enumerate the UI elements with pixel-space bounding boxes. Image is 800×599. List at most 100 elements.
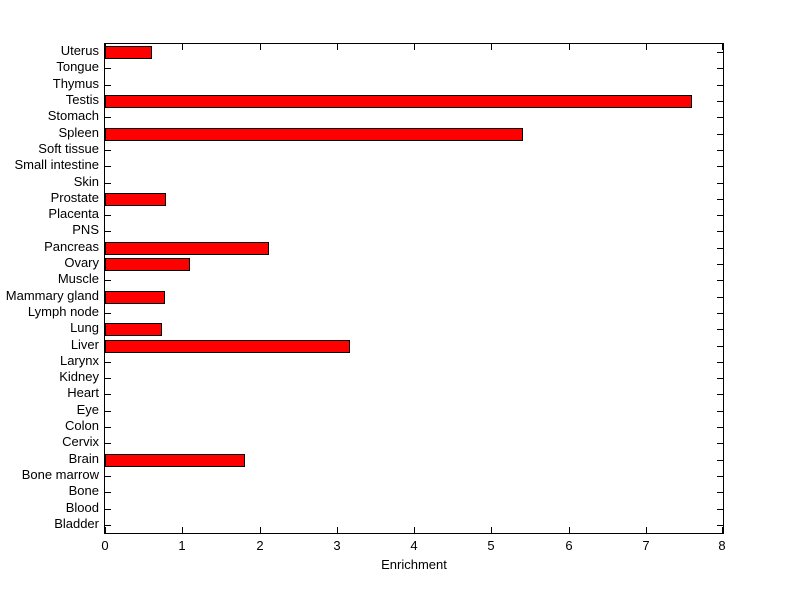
y-tick-label-mammary-gland: Mammary gland [5, 288, 99, 303]
x-tick-label-7: 7 [642, 538, 650, 553]
y-axis-tick-left [105, 85, 111, 86]
y-axis-tick-right [717, 476, 723, 477]
y-tick-label-brain: Brain [68, 451, 99, 466]
y-axis-tick-right [717, 525, 723, 526]
y-axis-tick-left [105, 231, 111, 232]
y-tick-label-placenta: Placenta [48, 206, 99, 221]
bar-prostate [105, 193, 166, 206]
x-tick-label-6: 6 [565, 538, 573, 553]
y-axis-tick-left [105, 313, 111, 314]
x-tick-label-3: 3 [333, 538, 341, 553]
x-tick-label-5: 5 [487, 538, 495, 553]
x-axis-tick-bottom [491, 527, 492, 533]
x-axis-tick-top [646, 44, 647, 50]
y-axis-tick-right [717, 117, 723, 118]
y-tick-label-liver: Liver [70, 337, 99, 352]
y-axis-tick-right [717, 394, 723, 395]
y-axis-tick-right [717, 150, 723, 151]
bar-liver [105, 340, 350, 353]
x-axis-tick-bottom [182, 527, 183, 533]
x-axis-tick-top [491, 44, 492, 50]
y-axis-tick-left [105, 394, 111, 395]
x-axis-tick-top [569, 44, 570, 50]
x-axis-tick-bottom [414, 527, 415, 533]
bar-spleen [105, 128, 523, 141]
y-tick-label-bone: Bone [68, 483, 99, 498]
y-axis-tick-right [717, 329, 723, 330]
x-tick-label-0: 0 [101, 538, 109, 553]
bar-ovary [105, 258, 190, 271]
y-axis-tick-right [717, 85, 723, 86]
y-axis-tick-left [105, 183, 111, 184]
y-axis-tick-left [105, 166, 111, 167]
y-tick-label-skin: Skin [73, 174, 99, 189]
y-tick-label-muscle: Muscle [57, 271, 99, 286]
y-axis-tick-right [717, 378, 723, 379]
y-axis-tick-left [105, 443, 111, 444]
y-tick-label-pns: PNS [72, 222, 99, 237]
y-axis-tick-right [717, 313, 723, 314]
y-axis-tick-left [105, 150, 111, 151]
y-axis-tick-right [717, 215, 723, 216]
y-axis-tick-right [717, 346, 723, 347]
y-axis-tick-right [717, 460, 723, 461]
plot-area [104, 43, 724, 534]
bar-lung [105, 323, 162, 336]
x-axis-tick-top [260, 44, 261, 50]
y-tick-label-tongue: Tongue [56, 59, 99, 74]
y-axis-tick-left [105, 378, 111, 379]
y-axis-tick-right [717, 183, 723, 184]
y-axis-tick-right [717, 52, 723, 53]
y-tick-label-testis: Testis [65, 92, 99, 107]
y-axis-tick-left [105, 280, 111, 281]
y-tick-label-spleen: Spleen [58, 125, 99, 140]
x-axis-tick-top [414, 44, 415, 50]
y-axis-tick-left [105, 525, 111, 526]
y-axis-tick-right [717, 101, 723, 102]
y-axis-tick-right [717, 509, 723, 510]
x-tick-label-4: 4 [410, 538, 418, 553]
y-axis-tick-left [105, 362, 111, 363]
bar-pancreas [105, 242, 269, 255]
x-tick-label-2: 2 [256, 538, 264, 553]
y-tick-label-uterus: Uterus [60, 43, 99, 58]
x-axis-tick-top [105, 44, 106, 50]
bar-uterus [105, 46, 152, 59]
x-axis-tick-bottom [260, 527, 261, 533]
y-tick-label-cervix: Cervix [62, 434, 99, 449]
x-axis-tick-top [337, 44, 338, 50]
y-tick-label-heart: Heart [67, 385, 99, 400]
y-axis-tick-right [717, 134, 723, 135]
y-axis-tick-right [717, 68, 723, 69]
x-axis-tick-bottom [569, 527, 570, 533]
y-axis-tick-right [717, 231, 723, 232]
y-tick-label-soft-tissue: Soft tissue [38, 141, 99, 156]
y-axis-tick-right [717, 492, 723, 493]
y-tick-label-bladder: Bladder [54, 516, 99, 531]
y-axis-tick-right [717, 411, 723, 412]
x-tick-label-1: 1 [178, 538, 186, 553]
x-axis-tick-top [182, 44, 183, 50]
y-tick-label-prostate: Prostate [50, 190, 99, 205]
bar-mammary-gland [105, 291, 165, 304]
y-tick-label-lung: Lung [70, 320, 99, 335]
y-tick-label-bone-marrow: Bone marrow [21, 467, 99, 482]
y-axis-tick-left [105, 411, 111, 412]
y-axis-tick-right [717, 297, 723, 298]
y-axis-tick-left [105, 117, 111, 118]
y-axis-tick-left [105, 427, 111, 428]
y-tick-label-pancreas: Pancreas [44, 239, 99, 254]
y-axis-tick-left [105, 215, 111, 216]
x-tick-label-8: 8 [718, 538, 726, 553]
y-axis-tick-right [717, 362, 723, 363]
y-tick-label-blood: Blood [65, 500, 99, 515]
y-tick-label-thymus: Thymus [52, 76, 99, 91]
y-axis-tick-right [717, 280, 723, 281]
x-axis-tick-bottom [337, 527, 338, 533]
y-axis-tick-right [717, 443, 723, 444]
y-axis-tick-right [717, 199, 723, 200]
y-tick-label-kidney: Kidney [59, 369, 99, 384]
x-axis-tick-bottom [105, 527, 106, 533]
x-axis-tick-top [722, 44, 723, 50]
